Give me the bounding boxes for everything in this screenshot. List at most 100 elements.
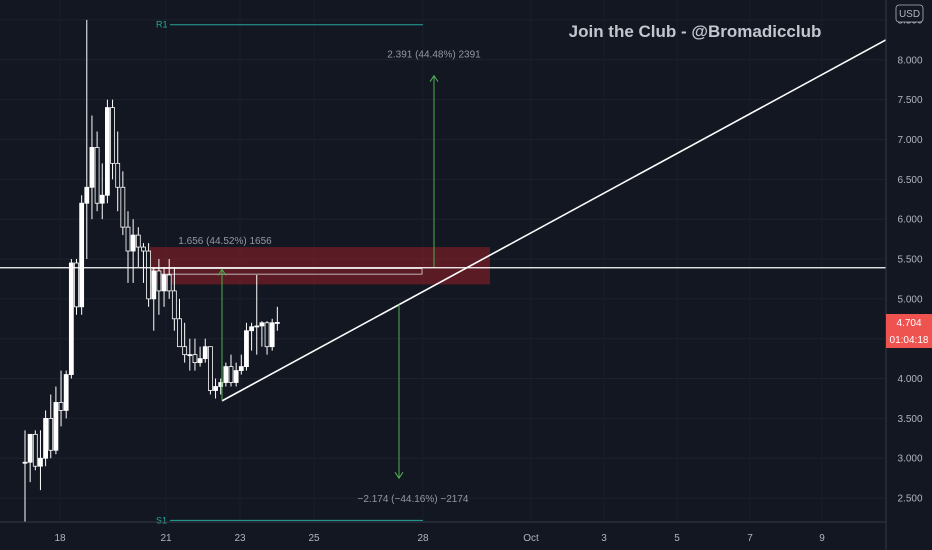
projection: 1.656 (44.52%) 1656 bbox=[178, 236, 272, 401]
y-tick-label: 8.000 bbox=[897, 55, 922, 66]
candle bbox=[32, 430, 38, 471]
y-tick-label: 6.500 bbox=[897, 175, 922, 186]
candle bbox=[146, 243, 152, 307]
projection-label: 2.391 (44.48%) 2391 bbox=[387, 50, 481, 61]
level-label-s1: S1 bbox=[156, 515, 167, 525]
x-tick-label: Oct bbox=[523, 533, 539, 544]
candle bbox=[228, 354, 234, 387]
candle bbox=[264, 321, 270, 355]
candle-body bbox=[125, 226, 131, 252]
watermark-text: Join the Club - @Bromadicclub bbox=[569, 22, 822, 41]
price-badge: 4.704 01:04:18 bbox=[886, 314, 932, 348]
candle bbox=[105, 99, 110, 204]
arrow-head bbox=[217, 268, 227, 276]
candle-body bbox=[105, 107, 110, 196]
y-tick-label: 5.500 bbox=[897, 255, 922, 266]
candle-body bbox=[146, 250, 152, 300]
candle-body bbox=[274, 322, 280, 324]
candle-body bbox=[63, 374, 69, 411]
trendline[interactable] bbox=[221, 39, 887, 402]
candle bbox=[269, 318, 275, 351]
candle bbox=[192, 338, 198, 371]
y-tick-label: 3.000 bbox=[897, 454, 922, 465]
candle-body bbox=[141, 246, 146, 252]
projection-arrows[interactable]: 2.391 (44.48%) 2391 1.656 (44.52%) 1656 −2… bbox=[178, 50, 481, 505]
candle bbox=[213, 378, 218, 399]
candle-body bbox=[192, 354, 198, 364]
x-tick-label: 9 bbox=[819, 533, 825, 544]
candle-body bbox=[110, 107, 115, 164]
candle-body bbox=[202, 346, 208, 360]
candle-body bbox=[79, 202, 85, 308]
x-tick-label: 23 bbox=[234, 533, 246, 544]
y-tick-label: 3.500 bbox=[897, 414, 922, 425]
x-tick-label: 5 bbox=[674, 533, 680, 544]
candle-body bbox=[22, 461, 28, 464]
candle-body bbox=[161, 274, 167, 292]
candle-body bbox=[259, 322, 265, 327]
candle bbox=[43, 410, 48, 467]
candle-body bbox=[207, 346, 213, 391]
candle-body bbox=[32, 433, 38, 467]
candle bbox=[259, 321, 265, 347]
candle-body bbox=[269, 322, 275, 348]
candle-body bbox=[135, 234, 141, 248]
candle-body bbox=[171, 290, 177, 320]
candle bbox=[38, 430, 43, 491]
candle bbox=[84, 19, 90, 260]
candle bbox=[63, 370, 69, 419]
candle bbox=[197, 346, 203, 367]
candle bbox=[249, 322, 255, 351]
candle bbox=[130, 219, 136, 283]
candle-body bbox=[218, 382, 224, 387]
resistance-zone-rect bbox=[150, 247, 490, 285]
candle-body bbox=[130, 234, 136, 252]
candle-body bbox=[244, 330, 249, 367]
candle-body bbox=[84, 186, 90, 204]
y-tick-label: 6.000 bbox=[897, 215, 922, 226]
candle-body bbox=[89, 147, 95, 188]
candle bbox=[254, 274, 260, 355]
candle bbox=[207, 346, 213, 395]
y-tick-label: 4.000 bbox=[897, 374, 922, 385]
candle-body bbox=[264, 322, 270, 348]
projection: −2.174 (−44.16%) −2174 bbox=[358, 304, 469, 505]
candle-body bbox=[254, 325, 260, 328]
candle bbox=[120, 171, 126, 236]
candle bbox=[182, 322, 188, 363]
candle bbox=[22, 430, 28, 522]
candle bbox=[202, 338, 208, 363]
price-badge-countdown: 01:04:18 bbox=[890, 335, 929, 346]
x-tick-label: 3 bbox=[601, 533, 607, 544]
candle bbox=[244, 322, 249, 371]
candle-body bbox=[99, 194, 105, 204]
y-tick-label: 7.500 bbox=[897, 95, 922, 106]
candle bbox=[68, 259, 74, 379]
trendline-stroke bbox=[221, 39, 887, 402]
arrow-head bbox=[429, 74, 439, 82]
candle bbox=[238, 354, 244, 375]
projection-label: 1.656 (44.52%) 1656 bbox=[178, 236, 272, 247]
y-tick-label: 5.000 bbox=[897, 294, 922, 305]
candle bbox=[58, 370, 64, 427]
candle bbox=[171, 266, 177, 331]
pivot-levels: R1 S1 bbox=[156, 20, 423, 525]
projection: 2.391 (44.48%) 2391 bbox=[387, 50, 481, 267]
candle bbox=[233, 362, 239, 387]
candle-body bbox=[182, 346, 188, 356]
candle bbox=[53, 386, 59, 455]
candle bbox=[89, 115, 95, 220]
x-tick-label: 18 bbox=[54, 533, 66, 544]
resistance-zone bbox=[150, 247, 490, 285]
candle bbox=[115, 131, 121, 212]
candle bbox=[141, 243, 146, 283]
candle-body bbox=[27, 433, 33, 463]
candle bbox=[218, 378, 224, 395]
y-tick-label: 7.000 bbox=[897, 135, 922, 146]
candle-body bbox=[43, 417, 48, 459]
x-tick-label: 28 bbox=[417, 533, 429, 544]
candle-body bbox=[151, 270, 157, 300]
currency-label[interactable]: USD bbox=[895, 4, 924, 23]
candle bbox=[48, 394, 54, 459]
